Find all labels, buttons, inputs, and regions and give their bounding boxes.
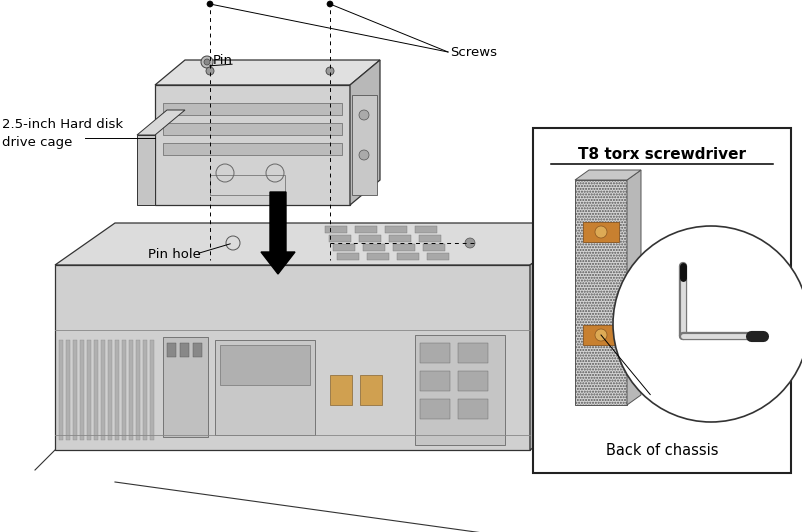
Polygon shape bbox=[626, 170, 640, 405]
Polygon shape bbox=[574, 180, 626, 405]
Bar bbox=[143, 340, 147, 440]
Bar bbox=[396, 253, 419, 260]
Bar bbox=[363, 244, 384, 251]
Bar bbox=[115, 340, 119, 440]
Bar bbox=[73, 340, 77, 440]
Bar bbox=[423, 244, 444, 251]
Circle shape bbox=[204, 59, 210, 65]
Circle shape bbox=[464, 238, 475, 248]
Bar bbox=[457, 343, 488, 363]
Bar bbox=[457, 399, 488, 419]
Bar bbox=[80, 340, 84, 440]
Bar bbox=[87, 340, 91, 440]
Bar bbox=[94, 340, 98, 440]
Text: Pin hole: Pin hole bbox=[148, 247, 200, 261]
Bar bbox=[419, 399, 449, 419]
Circle shape bbox=[206, 67, 214, 75]
Circle shape bbox=[590, 222, 610, 242]
Text: Screws: Screws bbox=[449, 46, 496, 59]
Polygon shape bbox=[55, 223, 589, 265]
Bar bbox=[457, 371, 488, 391]
Circle shape bbox=[594, 226, 606, 238]
Bar bbox=[325, 226, 346, 233]
Bar bbox=[101, 340, 105, 440]
Bar bbox=[419, 343, 449, 363]
Polygon shape bbox=[529, 223, 589, 450]
Bar bbox=[333, 244, 354, 251]
Circle shape bbox=[358, 150, 369, 160]
Bar bbox=[66, 340, 70, 440]
Circle shape bbox=[326, 1, 333, 7]
Polygon shape bbox=[350, 60, 379, 205]
Bar bbox=[150, 340, 154, 440]
Bar bbox=[107, 340, 111, 440]
Bar bbox=[358, 235, 380, 242]
Bar bbox=[419, 235, 440, 242]
Polygon shape bbox=[155, 60, 379, 85]
Bar bbox=[163, 103, 342, 115]
Text: 2.5-inch Hard disk
drive cage: 2.5-inch Hard disk drive cage bbox=[2, 118, 123, 149]
Bar bbox=[129, 340, 133, 440]
Polygon shape bbox=[137, 135, 155, 205]
Bar bbox=[427, 253, 448, 260]
Bar bbox=[419, 371, 449, 391]
Bar bbox=[582, 222, 618, 242]
Circle shape bbox=[207, 1, 213, 7]
Bar bbox=[136, 340, 140, 440]
Bar bbox=[210, 175, 285, 195]
Polygon shape bbox=[155, 85, 350, 205]
Bar bbox=[215, 340, 314, 435]
Bar bbox=[354, 226, 376, 233]
Circle shape bbox=[594, 329, 606, 341]
Circle shape bbox=[590, 325, 610, 345]
Text: T8 torx screwdriver: T8 torx screwdriver bbox=[577, 146, 745, 162]
Bar bbox=[180, 343, 188, 357]
Bar bbox=[367, 253, 388, 260]
Circle shape bbox=[200, 56, 213, 68]
Bar bbox=[163, 143, 342, 155]
Text: Pin: Pin bbox=[213, 54, 233, 66]
Bar bbox=[388, 235, 411, 242]
Bar bbox=[392, 244, 415, 251]
Bar bbox=[163, 123, 342, 135]
Polygon shape bbox=[55, 265, 529, 450]
Text: Back of chassis: Back of chassis bbox=[605, 444, 717, 459]
Bar bbox=[415, 226, 436, 233]
Bar bbox=[359, 375, 382, 405]
FancyArrow shape bbox=[261, 192, 294, 274]
Bar bbox=[533, 128, 790, 473]
Circle shape bbox=[358, 110, 369, 120]
Circle shape bbox=[612, 226, 802, 422]
Bar bbox=[384, 226, 407, 233]
Bar bbox=[337, 253, 358, 260]
Bar bbox=[330, 375, 351, 405]
Bar bbox=[122, 340, 126, 440]
Bar bbox=[167, 343, 176, 357]
Bar bbox=[329, 235, 350, 242]
Bar bbox=[192, 343, 202, 357]
Bar bbox=[220, 345, 310, 385]
Bar bbox=[163, 337, 208, 437]
Bar bbox=[59, 340, 63, 440]
Polygon shape bbox=[137, 110, 184, 135]
Circle shape bbox=[326, 67, 334, 75]
Bar bbox=[582, 325, 618, 345]
Polygon shape bbox=[574, 170, 640, 180]
Bar bbox=[415, 335, 504, 445]
Bar bbox=[351, 95, 376, 195]
